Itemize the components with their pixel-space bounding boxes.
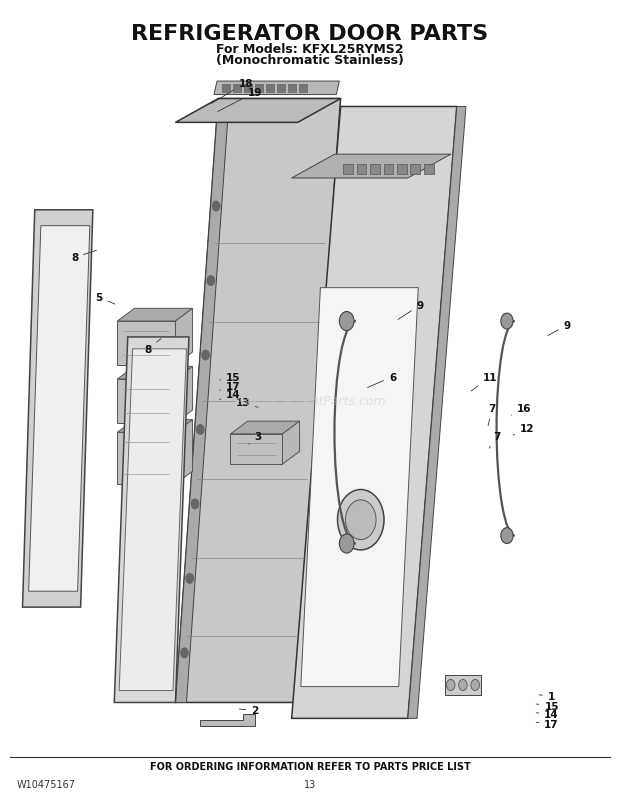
Text: 14: 14 (536, 710, 559, 719)
Text: 5: 5 (95, 293, 115, 305)
Circle shape (471, 679, 479, 691)
Text: 14: 14 (219, 390, 241, 400)
Polygon shape (22, 210, 93, 607)
Bar (231, 435, 283, 464)
Text: 1: 1 (539, 691, 556, 701)
Text: 19: 19 (218, 88, 262, 112)
Circle shape (339, 534, 354, 553)
Circle shape (501, 314, 513, 330)
Circle shape (345, 500, 376, 540)
Text: 18: 18 (211, 79, 253, 104)
Bar (277, 85, 285, 93)
Polygon shape (200, 715, 255, 727)
Circle shape (207, 277, 215, 286)
Bar (356, 165, 366, 175)
Polygon shape (283, 422, 299, 464)
Bar (397, 165, 407, 175)
Text: 3: 3 (249, 431, 262, 444)
Bar (117, 433, 175, 484)
Polygon shape (301, 288, 418, 687)
Circle shape (337, 490, 384, 550)
Polygon shape (175, 99, 340, 124)
Bar (255, 85, 263, 93)
Text: 17: 17 (536, 719, 559, 729)
Circle shape (213, 202, 220, 212)
Text: 9: 9 (398, 301, 423, 320)
Polygon shape (175, 99, 229, 703)
Polygon shape (291, 107, 457, 719)
Text: 7: 7 (488, 404, 496, 426)
Bar (233, 85, 241, 93)
Text: 6: 6 (368, 372, 396, 388)
Text: 15: 15 (219, 372, 241, 383)
Bar (343, 165, 353, 175)
Bar (410, 165, 420, 175)
Text: 7: 7 (489, 431, 500, 448)
Text: 8: 8 (71, 251, 96, 263)
Text: W10475167: W10475167 (16, 779, 76, 788)
Circle shape (459, 679, 467, 691)
Text: 13: 13 (236, 398, 259, 408)
Text: (Monochromatic Stainless): (Monochromatic Stainless) (216, 54, 404, 67)
Bar (370, 165, 380, 175)
Bar (299, 85, 307, 93)
Circle shape (501, 528, 513, 544)
Circle shape (446, 679, 455, 691)
Bar (266, 85, 274, 93)
Polygon shape (175, 309, 193, 365)
Circle shape (202, 350, 209, 360)
Bar (244, 85, 252, 93)
Polygon shape (231, 422, 299, 435)
Text: 15: 15 (536, 701, 559, 711)
Polygon shape (175, 420, 193, 484)
Bar (384, 165, 393, 175)
Circle shape (339, 312, 354, 331)
Bar (288, 85, 296, 93)
Text: 13: 13 (304, 779, 316, 788)
Polygon shape (175, 367, 193, 423)
Circle shape (186, 574, 193, 583)
Circle shape (181, 648, 188, 658)
Text: REFRIGERATOR DOOR PARTS: REFRIGERATOR DOOR PARTS (131, 24, 489, 44)
Polygon shape (117, 367, 193, 379)
Polygon shape (117, 309, 193, 322)
Text: eReplacementParts.com: eReplacementParts.com (234, 395, 386, 407)
Bar (222, 85, 230, 93)
Bar (424, 165, 434, 175)
Polygon shape (119, 350, 187, 691)
Text: 12: 12 (513, 423, 534, 435)
Polygon shape (114, 338, 189, 703)
Circle shape (197, 425, 204, 435)
Polygon shape (117, 420, 193, 433)
Text: 17: 17 (219, 382, 241, 391)
Circle shape (192, 500, 198, 509)
Polygon shape (408, 107, 466, 719)
Text: 11: 11 (471, 372, 498, 391)
Bar (117, 379, 175, 423)
Text: 9: 9 (548, 321, 570, 336)
Polygon shape (214, 82, 339, 95)
Text: FOR ORDERING INFORMATION REFER TO PARTS PRICE LIST: FOR ORDERING INFORMATION REFER TO PARTS … (149, 761, 471, 771)
Polygon shape (29, 226, 90, 592)
Text: For Models: KFXL25RYMS2: For Models: KFXL25RYMS2 (216, 43, 404, 56)
Polygon shape (175, 99, 340, 703)
Bar (445, 674, 481, 695)
Text: 8: 8 (144, 339, 161, 354)
Bar (117, 322, 175, 365)
Text: 16: 16 (512, 404, 531, 415)
Polygon shape (291, 155, 451, 179)
Text: 2: 2 (239, 706, 259, 715)
